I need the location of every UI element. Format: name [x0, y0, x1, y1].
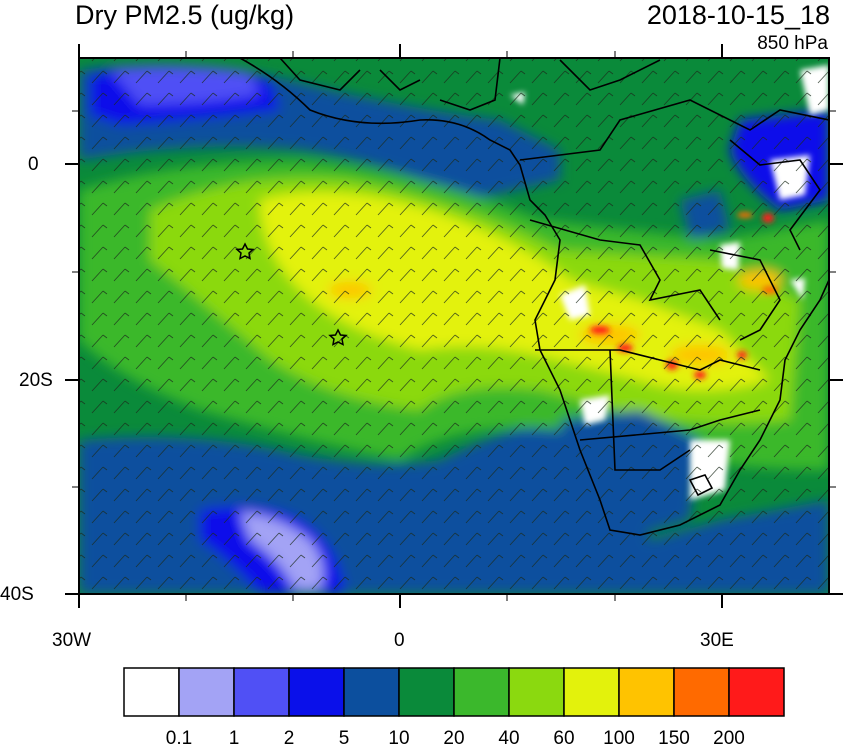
concentration-field	[79, 58, 829, 594]
colorbar-swatch	[288, 667, 345, 717]
colorbar-label: 0.1	[165, 728, 193, 749]
colorbar-label: 150	[658, 728, 690, 749]
colorbar-swatch	[508, 667, 565, 717]
colorbar-label: 200	[713, 728, 745, 749]
colorbar-label: 5	[338, 728, 350, 749]
star-marker	[235, 242, 255, 260]
colorbar-label: 20	[443, 728, 465, 749]
colorbar-swatch	[618, 667, 675, 717]
colorbar-swatch	[343, 667, 400, 717]
datetime-label: 2018-10-15_18	[646, 0, 830, 30]
colorbar-swatch	[178, 667, 235, 717]
colorbar	[123, 667, 785, 717]
star-marker	[328, 328, 348, 346]
colorbar-swatch	[123, 667, 180, 717]
colorbar-swatch	[453, 667, 510, 717]
map-title: Dry PM2.5 (ug/kg)	[75, 0, 295, 30]
coastlines-and-borders	[239, 58, 829, 536]
colorbar-label: 100	[603, 728, 635, 749]
colorbar-label: 60	[553, 728, 575, 749]
lat-label: 40S	[0, 584, 34, 605]
colorbar-swatch	[563, 667, 620, 717]
colorbar-label: 2	[283, 728, 295, 749]
colorbar-label: 40	[498, 728, 520, 749]
pressure-level-label: 850 hPa	[757, 33, 828, 54]
lon-label: 30E	[700, 630, 734, 651]
lon-label: 30W	[52, 630, 92, 651]
colorbar-swatch	[233, 667, 290, 717]
colorbar-swatch	[673, 667, 730, 717]
colorbar-label: 10	[388, 728, 410, 749]
colorbar-swatch	[398, 667, 455, 717]
colorbar-label: 1	[228, 728, 240, 749]
lon-label: 0	[394, 630, 405, 651]
lat-label: 20S	[19, 370, 53, 391]
marker-stars	[235, 242, 348, 346]
colorbar-swatch	[728, 667, 785, 717]
plot-frame	[65, 44, 843, 608]
lat-label: 0	[28, 154, 39, 175]
